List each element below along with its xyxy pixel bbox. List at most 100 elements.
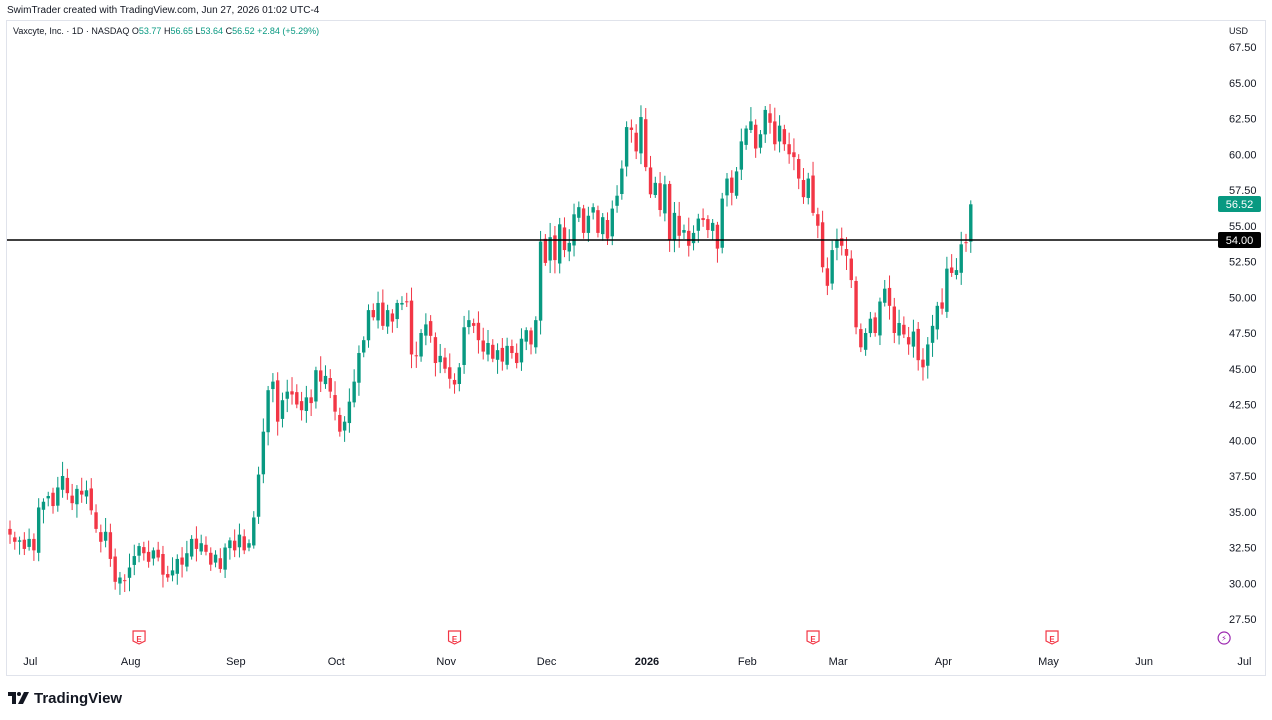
candle	[577, 201, 581, 223]
x-tick-label: 2026	[635, 656, 659, 668]
candle-body	[170, 570, 175, 576]
candle-body	[930, 325, 935, 343]
candle-body	[194, 538, 199, 549]
legend-open-label: O	[131, 26, 139, 36]
candle-body	[887, 287, 892, 306]
earnings-event-icon: E	[1045, 630, 1059, 645]
candle-body	[137, 546, 141, 556]
currency-label: USD	[1229, 26, 1249, 36]
candle-body	[390, 313, 395, 322]
candle	[395, 299, 399, 329]
candle-body	[237, 534, 242, 548]
candle-body	[75, 488, 79, 505]
candle-body	[151, 550, 156, 559]
candle	[99, 524, 103, 553]
y-tick-label: 27.50	[1229, 614, 1257, 626]
x-tick-label: Oct	[328, 656, 345, 668]
candle	[127, 553, 132, 592]
candle	[295, 384, 299, 409]
candle	[467, 310, 471, 335]
candle-body	[280, 400, 285, 419]
candle	[687, 217, 691, 257]
earnings-letter: E	[452, 635, 458, 644]
candle	[672, 202, 677, 253]
x-tick-label: May	[1038, 656, 1059, 668]
candle	[945, 256, 949, 318]
candle-body	[634, 132, 638, 152]
candle	[123, 574, 127, 593]
candle	[610, 200, 614, 246]
candle	[414, 341, 418, 368]
candle-body	[113, 556, 117, 582]
candle-body	[763, 109, 767, 135]
candle	[175, 554, 179, 585]
candle-body	[558, 224, 562, 264]
candle	[424, 313, 428, 346]
candle	[902, 316, 906, 339]
candle-body	[247, 543, 251, 548]
candle-body	[854, 280, 858, 328]
candle-body	[347, 401, 352, 424]
earnings-event-icon: E	[447, 630, 462, 645]
price-chart[interactable]: 67.50 65.00 62.50 60.00 57.50 55.00 52.50 50.00…	[0, 0, 1272, 690]
y-tick-label: 65.00	[1229, 78, 1257, 90]
candle	[624, 121, 629, 177]
candle	[634, 124, 638, 160]
earnings-letter: E	[136, 635, 142, 644]
candle-body	[242, 536, 246, 551]
candle	[366, 304, 371, 348]
candle-body	[103, 531, 108, 541]
candle-body	[223, 547, 227, 570]
candle	[209, 547, 213, 571]
y-tick-label: 35.00	[1229, 507, 1257, 519]
candle	[113, 548, 117, 590]
candle	[768, 103, 772, 134]
candle-body	[362, 340, 366, 353]
candle-body	[319, 370, 323, 382]
candle-body	[357, 353, 361, 383]
candle	[56, 476, 60, 512]
earnings-event-icon: E	[806, 630, 820, 645]
candle-body	[653, 182, 657, 196]
candle-body	[89, 488, 93, 511]
candle-body	[314, 370, 318, 402]
candle	[180, 547, 184, 578]
candle-body	[127, 567, 132, 578]
earnings-badge	[132, 630, 146, 645]
candle	[969, 200, 973, 253]
x-tick-label: Nov	[436, 656, 456, 668]
candle	[710, 218, 715, 240]
candle	[70, 483, 74, 511]
candle-body	[811, 175, 815, 213]
candle-body	[376, 302, 380, 321]
candle	[758, 130, 763, 154]
x-tick-label: Feb	[738, 656, 757, 668]
candle-body	[41, 501, 46, 510]
candle-body	[911, 331, 916, 347]
candle	[213, 550, 218, 568]
candle-body	[725, 178, 729, 196]
candle	[32, 533, 36, 561]
candle	[419, 329, 423, 362]
candle	[252, 511, 256, 549]
candle-body	[419, 333, 423, 357]
candle-body	[232, 540, 237, 551]
candle	[863, 328, 868, 356]
x-tick-label: Dec	[537, 656, 557, 668]
candle	[476, 311, 481, 354]
candle-body	[773, 121, 777, 145]
candle-body	[65, 477, 70, 494]
candle-body	[610, 208, 614, 237]
candle-body	[620, 168, 624, 195]
candle-body	[438, 355, 442, 363]
candle	[237, 523, 242, 558]
candle-body	[352, 381, 356, 403]
candle-body	[548, 237, 552, 261]
candle-body	[36, 507, 41, 553]
candle-body	[309, 397, 313, 404]
legend-symbol: Vaxcyte, Inc. · 1D · NASDAQ	[13, 26, 130, 36]
candle-body	[80, 490, 84, 495]
candle	[658, 172, 662, 217]
candle-body	[433, 337, 438, 364]
legend-high: 56.65	[170, 26, 193, 36]
